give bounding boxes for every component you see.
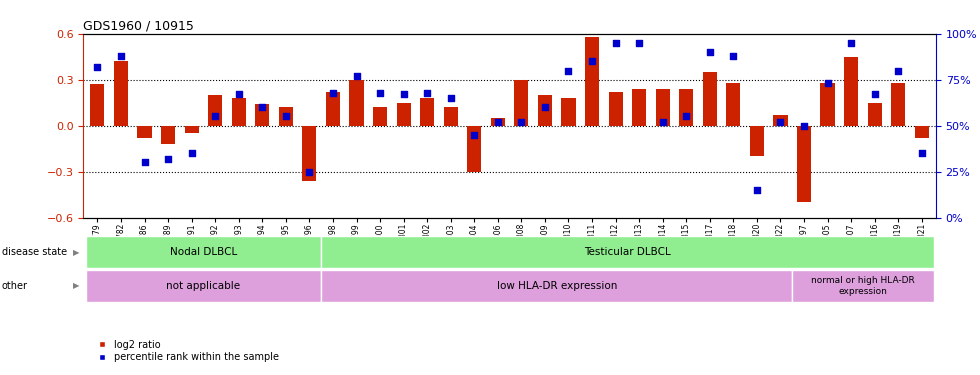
Bar (90, 84, 105, 126)
Point (891, 68, 907, 74)
Bar (321, 270, 792, 302)
Point (725, 53, 741, 59)
Point (184, 150, 200, 156)
Point (867, 92, 883, 98)
Bar (420, 98, 434, 126)
Point (372, 90, 388, 96)
Text: other: other (2, 281, 28, 291)
Bar (161, 126, 175, 144)
Point (161, 156, 176, 162)
Text: low HLA-DR expression: low HLA-DR expression (497, 281, 616, 291)
Bar (891, 83, 906, 126)
Bar (303, 126, 317, 181)
Bar (184, 126, 199, 133)
Point (113, 53, 128, 59)
Bar (867, 103, 882, 126)
Point (537, 104, 553, 110)
Point (490, 119, 506, 125)
Point (843, 40, 858, 46)
Point (772, 119, 788, 125)
Point (561, 68, 576, 74)
Text: normal or high HLA-DR
expression: normal or high HLA-DR expression (811, 276, 914, 296)
Bar (585, 37, 599, 126)
Bar (373, 107, 387, 126)
Point (419, 90, 435, 96)
Point (819, 80, 835, 86)
Legend: log2 ratio, percentile rank within the sample: log2 ratio, percentile rank within the s… (88, 336, 283, 366)
Point (231, 92, 247, 98)
Point (302, 169, 318, 175)
Bar (632, 89, 646, 126)
Bar (679, 89, 693, 126)
Bar (397, 103, 411, 126)
Point (514, 119, 529, 125)
Bar (137, 126, 152, 138)
Point (325, 90, 341, 96)
Bar (350, 80, 364, 126)
Bar (85, 236, 321, 268)
Bar (467, 126, 481, 172)
Point (631, 40, 647, 46)
Point (278, 113, 294, 119)
Bar (255, 104, 270, 126)
Bar (114, 62, 128, 126)
Point (608, 40, 623, 46)
Point (749, 187, 764, 193)
Point (678, 113, 694, 119)
Bar (326, 92, 340, 126)
Text: GDS1960 / 10915: GDS1960 / 10915 (83, 20, 194, 33)
Bar (538, 95, 552, 126)
Point (655, 119, 670, 125)
Text: ▶: ▶ (73, 248, 79, 257)
Bar (914, 126, 929, 138)
Point (255, 104, 270, 110)
Point (914, 150, 930, 156)
Bar (444, 107, 458, 126)
Bar (321, 236, 934, 268)
Bar (85, 270, 321, 302)
Bar (703, 72, 716, 126)
Point (136, 159, 152, 165)
Bar (514, 80, 528, 126)
Point (584, 58, 600, 64)
Bar (491, 118, 505, 126)
Bar (231, 98, 246, 126)
Point (349, 73, 365, 79)
Bar (820, 83, 835, 126)
Bar (562, 98, 575, 126)
Point (796, 123, 811, 129)
Text: Nodal DLBCL: Nodal DLBCL (170, 247, 237, 257)
Point (466, 132, 482, 138)
Text: disease state: disease state (2, 248, 67, 257)
Point (702, 49, 717, 55)
Bar (278, 107, 293, 126)
Point (443, 95, 459, 101)
Bar (726, 83, 741, 126)
Bar (773, 115, 788, 126)
Point (89, 64, 105, 70)
Bar (609, 92, 622, 126)
Point (208, 113, 223, 119)
Point (396, 92, 412, 98)
Bar (797, 126, 811, 202)
Bar (844, 57, 858, 126)
Text: Testicular DLBCL: Testicular DLBCL (584, 247, 670, 257)
Bar (208, 95, 222, 126)
Bar (792, 270, 934, 302)
Bar (750, 126, 764, 156)
Bar (656, 89, 669, 126)
Text: not applicable: not applicable (167, 281, 240, 291)
Text: ▶: ▶ (73, 281, 79, 290)
